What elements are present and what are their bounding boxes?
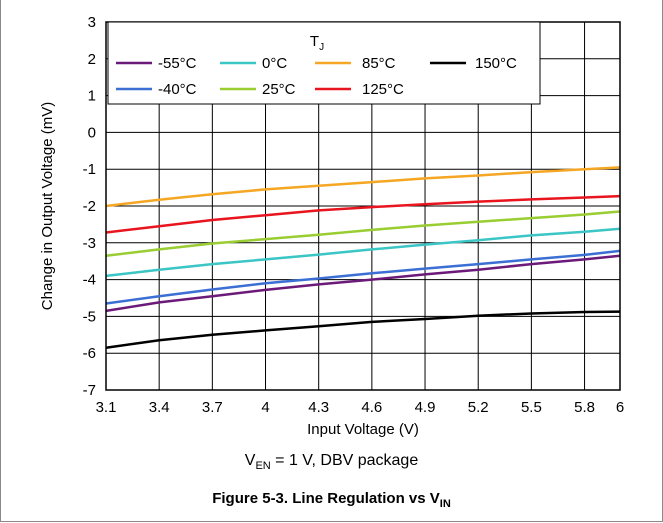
- y-tick-label: 3: [88, 14, 96, 31]
- legend-items: -55°C 0°C 85°C 150°C -40°C 25°C 125°C: [116, 55, 517, 98]
- y-tick-label: 0: [88, 124, 96, 141]
- legend-label-0: -55°C: [158, 55, 197, 72]
- x-tick-label: 6: [616, 399, 624, 416]
- y-tick-label: 2: [88, 51, 96, 68]
- test-conditions: VEN = 1 V, DBV package: [0, 452, 663, 472]
- legend-box: [107, 21, 541, 105]
- x-tick-label: 4.9: [415, 399, 436, 416]
- caption-sub: IN: [439, 498, 451, 510]
- figure-caption: Figure 5-3. Line Regulation vs VIN: [0, 490, 663, 510]
- line-chart: -7 -6 -5 -4 -3 -2 -1 0 1 2 3 3.1 3.4 3.7 4 4.3 4.6 4.9 5.…: [39, 14, 625, 438]
- x-tick-label: 5.5: [521, 399, 542, 416]
- legend: TJ -55°C 0°C 85°C 150°C -40°C 25°C 125°C: [107, 21, 541, 105]
- series-line-6: [105, 310, 621, 349]
- x-tick-label: 4.6: [361, 399, 382, 416]
- x-tick-label: 5.2: [468, 399, 489, 416]
- legend-title: TJ: [310, 33, 324, 53]
- series-layer: [105, 166, 621, 349]
- series-line-3: [105, 210, 621, 257]
- y-tick-label: -7: [83, 382, 96, 399]
- y-tick-label: -5: [83, 308, 96, 325]
- legend-label-2: 0°C: [262, 55, 287, 72]
- x-tick-label: 3.7: [202, 399, 223, 416]
- y-tick-label: -1: [83, 161, 96, 178]
- legend-label-4: 85°C: [362, 55, 396, 72]
- x-tick-label: 3.4: [149, 399, 170, 416]
- y-tick-label: -4: [83, 272, 96, 289]
- series-line-0: [105, 254, 621, 313]
- y-tick-label: -3: [83, 235, 96, 252]
- x-tick-label: 4: [261, 399, 269, 416]
- conditions-rest: = 1 V, DBV package: [270, 452, 419, 469]
- conditions-v: V: [244, 452, 256, 469]
- legend-label-3: 25°C: [262, 81, 296, 98]
- caption-prefix: Figure 5-3. Line Regulation vs V: [212, 490, 440, 507]
- y-tick-labels: -7 -6 -5 -4 -3 -2 -1 0 1 2 3: [83, 14, 96, 399]
- x-tick-label: 3.1: [96, 399, 117, 416]
- legend-title-sub: J: [319, 42, 324, 53]
- x-tick-label: 5.8: [574, 399, 595, 416]
- y-tick-label: 1: [88, 88, 96, 105]
- series-line-1: [105, 249, 621, 305]
- y-axis-title: Change in Output Voltage (mV): [39, 102, 56, 310]
- conditions-v-sub: EN: [255, 460, 271, 473]
- legend-label-5: 125°C: [362, 81, 404, 98]
- legend-label-1: -40°C: [158, 81, 197, 98]
- series-line-4: [105, 166, 621, 208]
- x-tick-labels: 3.1 3.4 3.7 4 4.3 4.6 4.9 5.2 5.5 5.8 6: [96, 399, 625, 416]
- legend-label-6: 150°C: [475, 55, 517, 72]
- x-tick-label: 4.3: [308, 399, 329, 416]
- series-line-5: [105, 194, 621, 234]
- series-line-2: [105, 227, 621, 278]
- x-axis-title: Input Voltage (V): [307, 421, 419, 438]
- y-tick-label: -2: [83, 198, 96, 215]
- y-tick-label: -6: [83, 345, 96, 362]
